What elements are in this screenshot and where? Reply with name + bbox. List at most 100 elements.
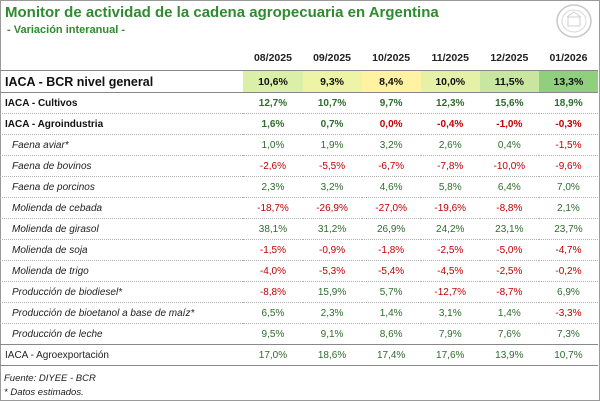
row-label: Molienda de girasol: [0, 218, 244, 240]
value-cell: -2,6%: [243, 155, 303, 177]
value-cell: 9,7%: [361, 92, 421, 114]
value-cell: -6,7%: [361, 155, 421, 177]
value-cell: -5,4%: [361, 260, 421, 282]
value-cell: -18,7%: [243, 197, 303, 219]
value-cell: 7,6%: [479, 323, 539, 345]
value-cell: 17,4%: [361, 344, 421, 366]
row-label: Producción de biodiesel*: [0, 281, 244, 303]
header-blank: [0, 46, 244, 71]
table-row: Molienda de soja -1,5% -0,9% -1,8% -2,5% -5,0…: [0, 239, 598, 261]
value-cell: -0,3%: [538, 113, 598, 135]
value-cell: 15,9%: [302, 281, 362, 303]
value-cell: 13,3%: [538, 70, 598, 93]
value-cell: -10,0%: [479, 155, 539, 177]
row-label: Molienda de trigo: [0, 260, 244, 282]
value-cell: 18,9%: [538, 92, 598, 114]
value-cell: 23,7%: [538, 218, 598, 240]
row-label: Molienda de soja: [0, 239, 244, 261]
table-row: IACA - BCR nivel general 10,6% 9,3% 8,4% 10,…: [0, 70, 598, 93]
header-row: 08/2025 09/2025 10/2025 11/2025 12/2025 01/20…: [0, 46, 598, 71]
value-cell: 18,6%: [302, 344, 362, 366]
value-cell: 7,3%: [538, 323, 598, 345]
value-cell: 2,3%: [243, 176, 303, 198]
value-cell: 10,6%: [243, 70, 303, 93]
column-header: 01/2026: [538, 46, 598, 71]
value-cell: 6,5%: [243, 302, 303, 324]
value-cell: 5,8%: [420, 176, 480, 198]
value-cell: 1,0%: [243, 134, 303, 156]
table-row: Producción de bioetanol a base de maíz* 6…: [0, 302, 598, 324]
row-label: Faena aviar*: [0, 134, 244, 156]
row-label: IACA - Agroexportación: [0, 344, 244, 366]
value-cell: 5,7%: [361, 281, 421, 303]
row-label: IACA - BCR nivel general: [5, 74, 154, 89]
value-cell: 0,0%: [361, 113, 421, 135]
value-cell: 7,0%: [538, 176, 598, 198]
row-label: Faena de porcinos: [0, 176, 244, 198]
value-cell: -1,5%: [243, 239, 303, 261]
value-cell: 2,1%: [538, 197, 598, 219]
value-cell: 2,6%: [420, 134, 480, 156]
value-cell: 1,4%: [361, 302, 421, 324]
value-cell: 11,5%: [479, 70, 539, 93]
bcr-seal-logo-icon: [556, 4, 592, 38]
table-row: IACA - Agroexportación 17,0% 18,6% 17,4% 17,…: [0, 344, 598, 366]
table-row: Producción de leche 9,5% 9,1% 8,6% 7,9% 7,6% 7…: [0, 323, 598, 345]
table-row: IACA - Cultivos 12,7% 10,7% 9,7% 12,3% 15,6% 1…: [0, 92, 598, 114]
value-cell: -27,0%: [361, 197, 421, 219]
value-cell: 17,0%: [243, 344, 303, 366]
value-cell: 8,4%: [361, 70, 421, 93]
row-label: Producción de bioetanol a base de maíz*: [0, 302, 244, 324]
column-header: 11/2025: [420, 46, 480, 71]
value-cell: -8,8%: [243, 281, 303, 303]
value-cell: 1,6%: [243, 113, 303, 135]
column-header: 10/2025: [361, 46, 421, 71]
value-cell: -2,5%: [420, 239, 480, 261]
value-cell: 26,9%: [361, 218, 421, 240]
value-cell: 2,3%: [302, 302, 362, 324]
row-label: Molienda de cebada: [0, 197, 244, 219]
value-cell: -4,7%: [538, 239, 598, 261]
value-cell: 9,5%: [243, 323, 303, 345]
value-cell: 6,4%: [479, 176, 539, 198]
value-cell: 23,1%: [479, 218, 539, 240]
value-cell: 10,7%: [302, 92, 362, 114]
value-cell: -12,7%: [420, 281, 480, 303]
row-label: IACA - Agroindustria: [0, 113, 244, 135]
column-header: 08/2025: [243, 46, 303, 71]
value-cell: 1,9%: [302, 134, 362, 156]
table-row: Molienda de trigo -4,0% -5,3% -5,4% -4,5% -2,…: [0, 260, 598, 282]
value-cell: -8,8%: [479, 197, 539, 219]
table-row: Faena aviar* 1,0% 1,9% 3,2% 2,6% 0,4% -1,5%: [0, 134, 598, 156]
estimated-data-note: * Datos estimados.: [4, 387, 84, 398]
value-cell: -19,6%: [420, 197, 480, 219]
value-cell: -4,0%: [243, 260, 303, 282]
value-cell: 0,4%: [479, 134, 539, 156]
data-table: 08/2025 09/2025 10/2025 11/2025 12/2025 01/20…: [0, 46, 598, 366]
value-cell: 0,7%: [302, 113, 362, 135]
value-cell: 6,9%: [538, 281, 598, 303]
value-cell: 10,7%: [538, 344, 598, 366]
table-row: Faena de porcinos 2,3% 3,2% 4,6% 5,8% 6,4% 7,0…: [0, 176, 598, 198]
table-row: Molienda de cebada -18,7% -26,9% -27,0% -19,…: [0, 197, 598, 219]
value-cell: -1,5%: [538, 134, 598, 156]
row-label: Faena de bovinos: [0, 155, 244, 177]
value-cell: 7,9%: [420, 323, 480, 345]
value-cell: -8,7%: [479, 281, 539, 303]
value-cell: 3,1%: [420, 302, 480, 324]
value-cell: -7,8%: [420, 155, 480, 177]
value-cell: -0,2%: [538, 260, 598, 282]
page-subtitle: - Variación interanual -: [7, 24, 125, 36]
value-cell: 8,6%: [361, 323, 421, 345]
value-cell: -5,0%: [479, 239, 539, 261]
table-row: IACA - Agroindustria 1,6% 0,7% 0,0% -0,4% -1,…: [0, 113, 598, 135]
value-cell: 17,6%: [420, 344, 480, 366]
value-cell: 9,1%: [302, 323, 362, 345]
column-header: 09/2025: [302, 46, 362, 71]
value-cell: -3,3%: [538, 302, 598, 324]
row-label: Producción de leche: [0, 323, 244, 345]
value-cell: -0,9%: [302, 239, 362, 261]
value-cell: 1,4%: [479, 302, 539, 324]
value-cell: 10,0%: [420, 70, 480, 93]
table-row: Faena de bovinos -2,6% -5,5% -6,7% -7,8% -10,…: [0, 155, 598, 177]
